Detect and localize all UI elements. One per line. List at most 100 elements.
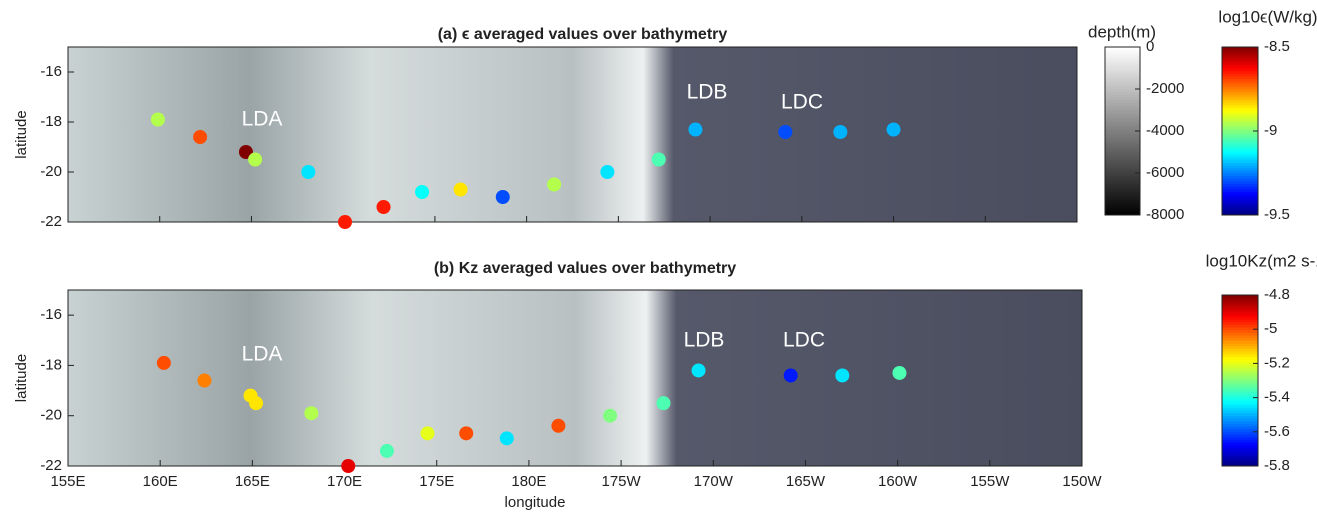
- colorbar-cell: [1222, 115, 1258, 119]
- colorbar-cell: [1105, 149, 1140, 153]
- data-point: [651, 152, 666, 167]
- colorbar-cell: [1105, 96, 1140, 100]
- colorbar-tick-label: -8.5: [1264, 38, 1290, 55]
- colorbar-cell: [1222, 444, 1258, 448]
- colorbar-cell: [1222, 335, 1258, 339]
- colorbar-cell: [1222, 460, 1258, 464]
- colorbar-cell: [1222, 91, 1258, 95]
- colorbar-cell: [1222, 133, 1258, 137]
- data-point: [886, 122, 901, 137]
- colorbar-cell: [1222, 173, 1258, 177]
- colorbar-cell: [1222, 364, 1258, 368]
- y-tick-label: -20: [40, 407, 62, 424]
- colorbar-cell: [1105, 125, 1140, 129]
- x-tick-label: 150W: [1062, 473, 1102, 490]
- data-point: [150, 112, 165, 127]
- colorbar-cell: [1105, 91, 1140, 95]
- colorbar-cell: [1105, 146, 1140, 150]
- data-point: [453, 182, 468, 197]
- data-point: [833, 125, 848, 139]
- y-axis-label: latitude: [13, 354, 30, 402]
- colorbar-cell: [1222, 149, 1258, 153]
- colorbar-cell: [1105, 178, 1140, 182]
- colorbar-cell: [1222, 194, 1258, 198]
- colorbar-tick-label: -6000: [1146, 164, 1184, 181]
- colorbar-cell: [1222, 316, 1258, 320]
- colorbar-cell: [1105, 102, 1140, 106]
- y-tick-label: -22: [40, 213, 62, 230]
- colorbar-cell: [1105, 133, 1140, 137]
- colorbar-cell: [1105, 104, 1140, 108]
- colorbar-cell: [1105, 173, 1140, 177]
- data-point: [603, 408, 618, 423]
- colorbar-cell: [1222, 65, 1258, 69]
- colorbar-cell: [1222, 353, 1258, 357]
- colorbar-cell: [1105, 196, 1140, 200]
- colorbar-cell: [1222, 94, 1258, 98]
- colorbar-cell: [1222, 393, 1258, 398]
- x-tick-label: 175W: [601, 473, 641, 490]
- colorbar-cell: [1222, 380, 1258, 384]
- colorbar-cell: [1105, 62, 1140, 66]
- region-label: LDB: [687, 81, 728, 104]
- colorbar-cell: [1105, 81, 1140, 85]
- x-tick-label: 180E: [511, 473, 546, 490]
- colorbar-cell: [1222, 337, 1258, 341]
- colorbar-cell: [1222, 175, 1258, 179]
- colorbar-cell: [1222, 359, 1258, 363]
- colorbar-cell: [1222, 369, 1258, 373]
- colorbar-cell: [1222, 313, 1258, 317]
- colorbar-cell: [1105, 136, 1140, 140]
- data-point: [499, 431, 514, 446]
- colorbar-cell: [1105, 54, 1140, 58]
- colorbar-label: log10Kz(m2 s-1): [1206, 251, 1317, 270]
- colorbar-cell: [1105, 204, 1140, 208]
- colorbar-cell: [1222, 96, 1258, 100]
- x-tick-label: 160W: [878, 473, 918, 490]
- y-tick-label: -20: [40, 163, 62, 180]
- colorbar-cell: [1222, 449, 1258, 454]
- colorbar-cell: [1105, 141, 1140, 145]
- colorbar-cell: [1222, 136, 1258, 140]
- colorbar-cell: [1105, 89, 1140, 93]
- colorbar-cell: [1222, 212, 1258, 216]
- colorbar-cell: [1105, 152, 1140, 156]
- region-label: LDA: [242, 108, 283, 131]
- data-point: [688, 122, 703, 137]
- data-point: [193, 130, 208, 144]
- x-tick-label: 165W: [786, 473, 826, 490]
- colorbar-cell: [1222, 57, 1258, 61]
- colorbar-cell: [1222, 396, 1258, 400]
- colorbar-tick-label: -5: [1264, 320, 1277, 337]
- colorbar-cell: [1105, 47, 1140, 51]
- colorbar-cell: [1222, 123, 1258, 127]
- colorbar-cell: [1222, 383, 1258, 387]
- colorbar-cell: [1222, 178, 1258, 182]
- colorbar-cell: [1105, 117, 1140, 121]
- colorbar-cell: [1222, 439, 1258, 443]
- colorbar-cell: [1105, 170, 1140, 174]
- colorbar-cell: [1222, 167, 1258, 171]
- colorbar-cell: [1222, 401, 1258, 406]
- colorbar-cell: [1222, 425, 1258, 430]
- colorbar-cell: [1222, 54, 1258, 58]
- colorbar-cell: [1222, 407, 1258, 411]
- colorbar-cell: [1222, 412, 1258, 416]
- colorbar-cell: [1105, 209, 1140, 213]
- data-point: [420, 426, 435, 441]
- colorbar-cell: [1222, 152, 1258, 156]
- colorbar-cell: [1222, 420, 1258, 424]
- colorbar-cell: [1222, 146, 1258, 150]
- colorbar-cell: [1105, 73, 1140, 77]
- region-label: LDC: [783, 329, 825, 352]
- colorbar-cell: [1222, 89, 1258, 93]
- colorbar-cell: [1222, 73, 1258, 77]
- colorbar-tick-label: -2000: [1146, 80, 1184, 97]
- colorbar-cell: [1222, 308, 1258, 312]
- data-point: [301, 165, 316, 179]
- colorbar-cell: [1222, 404, 1258, 408]
- y-tick-label: -18: [40, 113, 62, 130]
- data-point: [835, 368, 850, 383]
- colorbar-cell: [1222, 188, 1258, 192]
